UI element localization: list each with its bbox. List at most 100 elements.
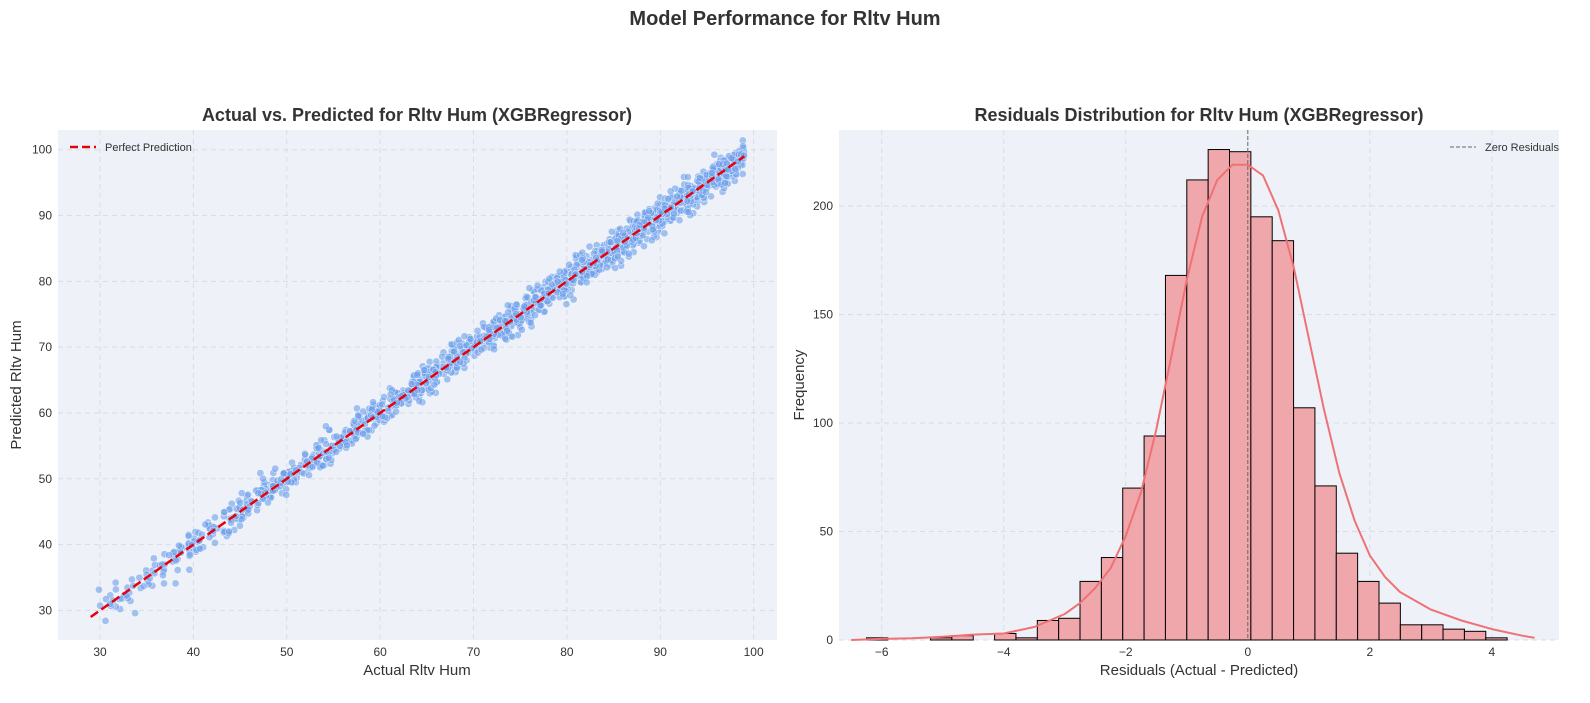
scatter-point xyxy=(543,297,552,306)
scatter-grid xyxy=(58,130,777,640)
scatter-point xyxy=(171,556,180,565)
scatter-point xyxy=(450,347,458,356)
scatter-point xyxy=(684,208,693,216)
scatter-point xyxy=(171,579,180,588)
legend-perfect-prediction-label: Perfect Prediction xyxy=(105,142,192,154)
histogram-x-tick-label: −2 xyxy=(1119,645,1133,659)
scatter-point xyxy=(407,380,416,388)
scatter-point xyxy=(301,450,309,459)
legend-zero-residuals-label: Zero Residuals xyxy=(1485,142,1559,154)
scatter-point xyxy=(582,278,591,287)
histogram-x-tick-label: 4 xyxy=(1489,645,1496,659)
scatter-point xyxy=(640,242,648,250)
histogram-x-axis-label: Residuals (Actual - Predicted) xyxy=(1100,662,1298,679)
scatter-point xyxy=(443,375,452,384)
scatter-point xyxy=(545,274,554,283)
scatter-y-tick-label: 30 xyxy=(39,603,53,617)
scatter-point xyxy=(508,332,517,341)
scatter-point xyxy=(264,498,272,507)
histogram-bar xyxy=(1186,179,1209,641)
histogram-x-tick-label: −6 xyxy=(875,645,889,659)
scatter-point xyxy=(112,585,120,594)
scatter-point xyxy=(128,575,136,584)
scatter-point xyxy=(386,390,395,399)
scatter-point xyxy=(553,277,562,286)
scatter-point xyxy=(608,227,616,236)
scatter-point xyxy=(738,170,747,178)
scatter-point xyxy=(282,491,291,499)
scatter-point xyxy=(677,187,686,195)
scatter-point xyxy=(308,463,317,471)
scatter-point xyxy=(279,469,288,478)
scatter-point xyxy=(430,380,439,389)
scatter-x-tick-label: 80 xyxy=(560,645,574,659)
scatter-point xyxy=(420,366,428,375)
scatter-point xyxy=(175,541,183,550)
scatter-point xyxy=(664,195,672,203)
scatter-y-tick-label: 60 xyxy=(39,406,53,420)
scatter-point xyxy=(708,169,716,177)
scatter-point xyxy=(558,290,567,298)
histogram-bar xyxy=(1293,407,1316,641)
scatter-point xyxy=(173,566,182,574)
scatter-point xyxy=(184,532,193,540)
scatter-point xyxy=(536,301,545,310)
scatter-point xyxy=(721,179,729,187)
scatter-point xyxy=(727,154,736,162)
scatter-point xyxy=(378,400,386,409)
scatter-point xyxy=(504,308,512,317)
scatter-point xyxy=(236,498,244,507)
scatter-point xyxy=(150,554,158,563)
scatter-point xyxy=(533,281,542,290)
scatter-y-axis-label: Predicted Rltv Hum xyxy=(8,320,25,449)
histogram-bar xyxy=(1442,628,1465,641)
scatter-point xyxy=(648,225,657,234)
histogram-y-tick-label: 0 xyxy=(826,633,833,647)
scatter-point xyxy=(135,573,144,582)
scatter-point xyxy=(305,471,313,479)
scatter-point xyxy=(645,207,654,215)
histogram-bar xyxy=(1314,485,1337,641)
scatter-point xyxy=(503,301,512,310)
scatter-point xyxy=(438,352,446,361)
scatter-point xyxy=(731,164,740,173)
scatter-point xyxy=(186,550,194,559)
scatter-point xyxy=(101,617,110,625)
scatter-point xyxy=(225,527,233,536)
histogram-bar xyxy=(1378,602,1401,641)
scatter-point xyxy=(525,284,534,292)
scatter-y-tick-label: 80 xyxy=(39,274,53,288)
scatter-ticks: 30 40 50 60 70 80 90 100 30 40 50 60 70 80 90 100 xyxy=(32,143,764,659)
scatter-point xyxy=(201,520,210,529)
scatter-point xyxy=(490,345,498,354)
histogram-x-tick-label: 2 xyxy=(1367,645,1374,659)
scatter-point xyxy=(565,260,573,269)
scatter-point xyxy=(670,209,678,218)
histogram-bar xyxy=(1485,637,1508,641)
scatter-point xyxy=(673,192,681,201)
scatter-point xyxy=(211,539,219,547)
scatter-point xyxy=(684,173,692,181)
scatter-panel: 30 40 50 60 70 80 90 100 30 40 50 60 70 80 90 100 Actua… xyxy=(8,105,777,679)
histogram-x-tick-label: −4 xyxy=(997,645,1011,659)
scatter-point xyxy=(413,370,421,379)
scatter-x-tick-label: 70 xyxy=(467,645,481,659)
scatter-point xyxy=(259,474,267,483)
scatter-point xyxy=(477,345,486,354)
scatter-point xyxy=(380,393,388,401)
histogram-legend: Zero Residuals xyxy=(1450,142,1559,154)
scatter-point xyxy=(160,579,168,588)
scatter-point xyxy=(555,267,564,276)
histogram-bar xyxy=(1271,240,1295,641)
scatter-point xyxy=(503,326,511,335)
scatter-title: Actual vs. Predicted for Rltv Hum (XGBRe… xyxy=(202,105,632,125)
scatter-point xyxy=(614,252,622,261)
histogram-bar xyxy=(1421,624,1444,641)
scatter-x-axis-label: Actual Rltv Hum xyxy=(363,662,471,679)
scatter-point xyxy=(619,229,627,237)
scatter-point xyxy=(562,300,571,308)
scatter-point xyxy=(683,197,692,205)
scatter-point xyxy=(111,578,120,587)
histogram-y-tick-label: 50 xyxy=(820,524,834,538)
kde-curve xyxy=(851,163,1535,641)
